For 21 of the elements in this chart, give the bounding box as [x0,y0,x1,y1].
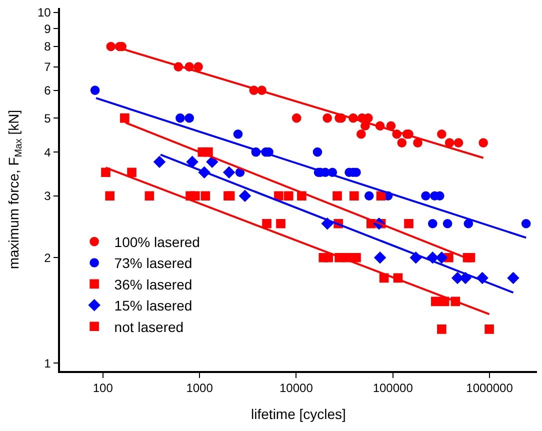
y-tick-label: 9 [44,22,52,36]
legend-label: 15% lasered [114,298,192,314]
y-tick-label: 7 [44,60,52,74]
x-tick-label: 10000 [280,381,314,396]
x-tick-label: 1000 [186,381,214,396]
y-tick-label: 5 [44,111,52,126]
x-tick-label: 100000 [372,381,414,396]
y-tick-label: 10 [37,6,52,20]
legend-label: 73% lasered [114,255,192,272]
legend-label: 100% lasered [114,234,200,250]
y-tick-label: 4 [44,145,52,160]
y-tick-label: 1 [44,356,52,370]
y-tick-label: 8 [44,40,52,54]
x-axis-title: lifetime [cycles] [251,406,346,422]
x-tick-label: 100 [92,381,114,396]
y-tick-label: 6 [44,84,52,98]
x-tick-label: 1000000 [466,381,514,396]
y-tick-label: 2 [44,250,52,265]
legend-label: not lasered [114,318,184,335]
legend-label: 36% lasered [114,276,192,292]
y-tick-label: 3 [44,189,52,204]
